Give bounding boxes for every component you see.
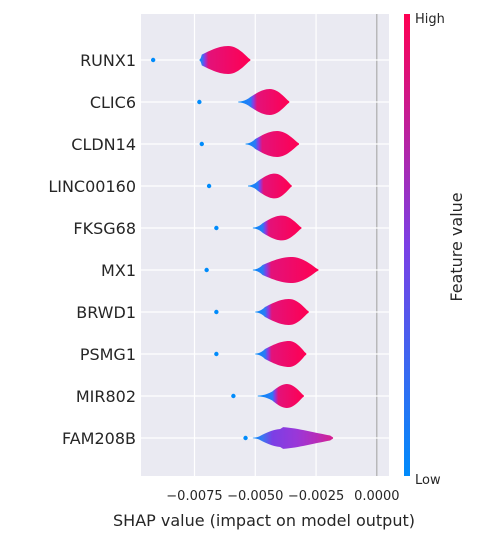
violin-shape: [257, 384, 304, 408]
feature-label: RUNX1: [80, 51, 136, 70]
outlier-point: [231, 393, 236, 399]
feature-label: LINC00160: [48, 177, 136, 196]
feature-label: MIR802: [76, 387, 136, 406]
colorbar-low-label: Low: [415, 473, 441, 488]
feature-label: PSMG1: [80, 345, 136, 364]
feature-label: FAM208B: [62, 429, 136, 448]
violin-shape: [252, 215, 302, 241]
feature-labels: RUNX1 CLIC6 CLDN14 LINC00160 FKSG68 MX1 BRWD1 P…: [48, 51, 136, 448]
feature-label: MX1: [101, 261, 136, 280]
violin-shape: [255, 341, 307, 367]
violins-group: [150, 46, 334, 449]
x-axis-title: SHAP value (impact on model output): [113, 511, 415, 530]
outlier-point: [197, 99, 202, 105]
violin-shape: [252, 257, 319, 283]
outlier-point: [214, 309, 219, 315]
outlier-point: [206, 183, 212, 189]
outlier-point: [150, 57, 156, 63]
feature-label: FKSG68: [73, 219, 136, 238]
colorbar: [404, 14, 410, 476]
colorbar-title: Feature value: [447, 192, 466, 301]
x-tick-label: −0.0025: [288, 489, 344, 504]
violin-shape: [245, 131, 300, 157]
violin-shape: [252, 427, 334, 449]
colorbar-high-label: High: [415, 12, 445, 27]
feature-label: CLIC6: [90, 93, 136, 112]
violin-shape: [255, 299, 309, 325]
x-tick-label: −0.0050: [227, 489, 283, 504]
x-tick-label: −0.0075: [166, 489, 222, 504]
outlier-point: [199, 141, 204, 147]
violin-shape: [238, 89, 290, 115]
violin-shape: [199, 46, 251, 74]
outlier-point: [214, 351, 219, 357]
feature-label: BRWD1: [76, 303, 136, 322]
outlier-point: [214, 225, 219, 231]
x-tick-labels: −0.0075 −0.0050 −0.0025 0.0000: [166, 489, 399, 504]
outlier-point: [243, 435, 248, 441]
outlier-point: [204, 267, 209, 273]
x-tick-label: 0.0000: [354, 489, 400, 504]
feature-label: CLDN14: [71, 135, 136, 154]
violin-shape: [247, 173, 292, 199]
plot-background: [141, 14, 389, 476]
